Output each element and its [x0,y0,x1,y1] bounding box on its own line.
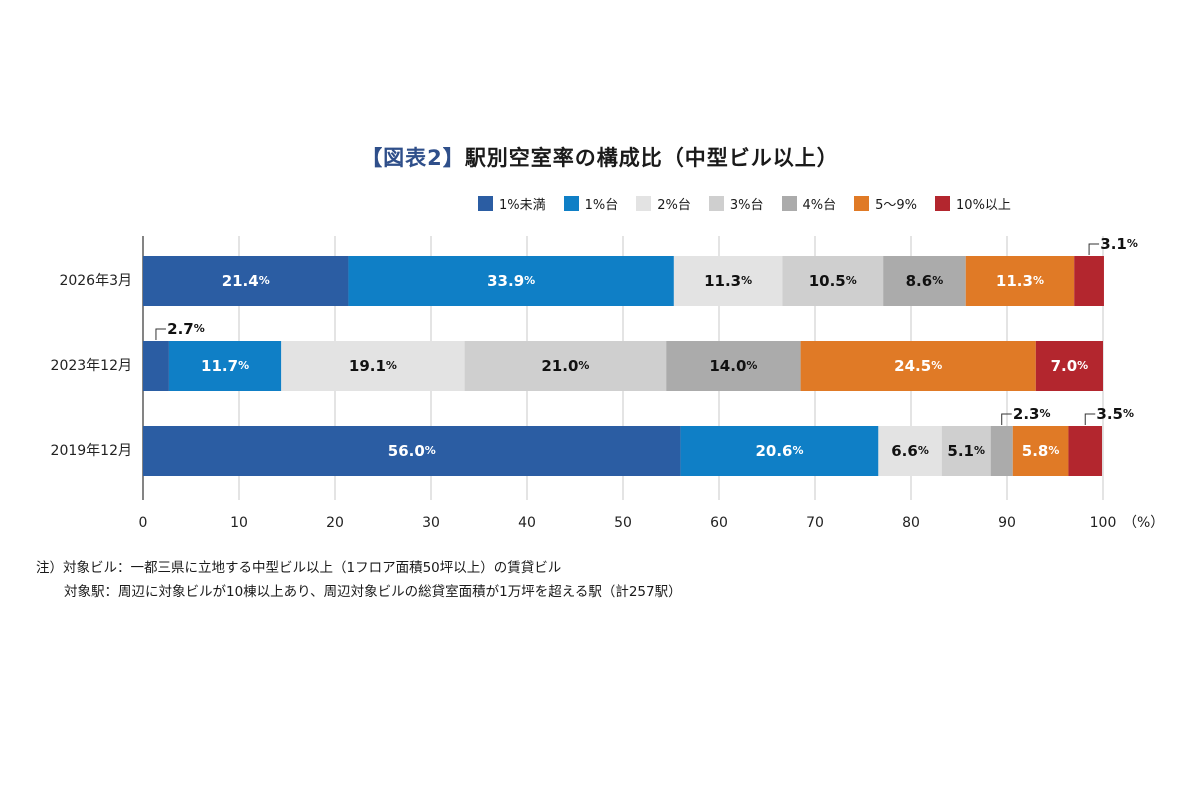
legend-item-lt1: 1%未満 [478,194,546,213]
bar-segment [782,256,884,306]
data-label: 33.9% [487,272,535,290]
legend-item-5to9: 5〜9% [854,194,917,213]
legend: 1%未満 1%台 2%台 3%台 4%台 5〜9% 10%以上 [478,192,1011,214]
legend-swatch [708,195,724,211]
legend-swatch [935,195,951,211]
data-label: 11.3% [996,272,1044,290]
bar-segment [348,256,674,306]
bar-segment [883,256,966,306]
category-label: 2019年12月 [51,443,132,459]
x-tick-label: 30 [422,515,440,531]
title-main: 駅別空室率の構成比（中型ビル以上） [464,146,839,170]
x-tick-label: 100 [1090,515,1117,531]
legend-label: 4%台 [802,197,837,213]
x-tick-label: 60 [710,515,728,531]
x-axis-unit: （%） [1123,515,1164,531]
bar-segment [990,426,1013,476]
data-label: 11.3% [704,272,752,290]
bar-segment [1074,256,1104,306]
x-tick-label: 10 [230,515,248,531]
bar-segment [1035,341,1103,391]
legend-swatch [781,195,797,211]
legend-label: 1%台 [584,197,619,213]
legend-item-1: 1%台 [563,194,619,213]
bar-segment [143,256,349,306]
data-label: 7.0% [1051,357,1089,375]
x-tick-label: 70 [806,515,824,531]
category-label: 2023年12月 [51,358,132,374]
x-tick-label: 0 [139,515,148,531]
legend-item-3: 3%台 [708,194,764,213]
data-label: 24.5% [894,357,942,375]
data-label: 5.1% [947,442,985,460]
bar-segment [143,426,681,476]
data-label: 11.7% [201,357,249,375]
bar-segment [168,341,282,391]
legend-label: 10%以上 [956,197,1011,213]
bar-segment [1012,426,1069,476]
legend-item-2: 2%台 [636,194,691,213]
bar-segment [143,341,169,391]
bar-segment [800,341,1036,391]
data-label: 20.6% [755,442,803,460]
data-label: 21.0% [541,357,589,375]
legend-label: 1%未満 [499,197,546,213]
data-label: 10.5% [809,272,857,290]
data-label: 3.5% [1096,405,1134,423]
legend-item-4: 4%台 [781,194,837,213]
data-label: 8.6% [906,272,944,290]
note-line-2: 対象駅：周辺に対象ビルが10棟以上あり、周辺対象ビルの総貸室面積が1万坪を超える… [64,584,682,600]
data-label: 19.1% [349,357,397,375]
data-label: 56.0% [388,442,436,460]
label-leader [1088,243,1100,255]
data-label: 5.8% [1022,442,1060,460]
label-leader [1001,413,1012,425]
bar-segment [673,256,783,306]
data-label: 21.4% [222,272,270,290]
label-leader [1084,413,1096,425]
legend-swatch [478,195,493,211]
chart-title: 【図表2】駅別空室率の構成比（中型ビル以上） [0,142,1200,172]
legend-swatch [636,195,652,211]
legend-item-10plus: 10%以上 [935,194,1011,213]
note-line-1: 注）対象ビル：一都三県に立地する中型ビル以上（1フロア面積50坪以上）の賃貸ビル [36,560,562,576]
bar-segment [680,426,879,476]
title-prefix: 【図表2】 [361,146,465,170]
bar-segment [965,256,1075,306]
bar-segment [941,426,991,476]
legend-swatch [563,195,579,211]
bar-segment [666,341,801,391]
data-label: 2.3% [1013,405,1051,423]
bar-segment [878,426,942,476]
legend-label: 2%台 [657,197,691,213]
x-tick-label: 20 [326,515,344,531]
bar-segment [281,341,465,391]
category-label: 2026年3月 [59,273,132,289]
x-tick-label: 80 [902,515,920,531]
x-tick-label: 40 [518,515,536,531]
data-label: 2.7% [167,320,205,338]
legend-label: 3%台 [729,197,764,213]
x-tick-label: 90 [998,515,1016,531]
legend-label: 5〜9% [875,197,918,213]
label-leader [155,328,166,340]
data-label: 6.6% [891,442,929,460]
legend-swatch [854,195,870,211]
data-label: 3.1% [1100,235,1138,253]
bar-segment [464,341,667,391]
bar-segment [1068,426,1103,476]
x-tick-label: 50 [614,515,632,531]
data-label: 14.0% [709,357,757,375]
